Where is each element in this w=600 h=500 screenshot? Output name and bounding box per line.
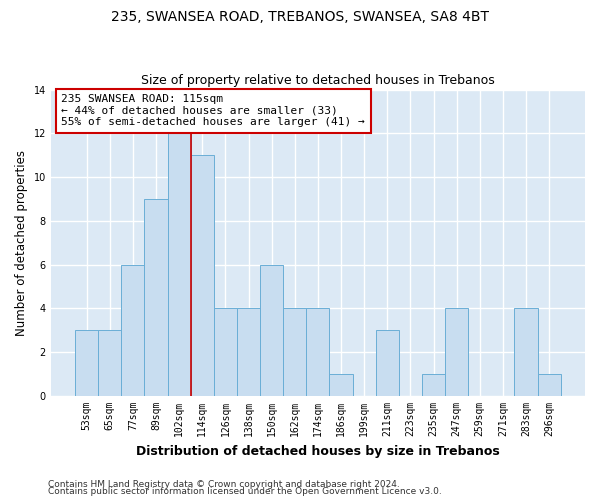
Bar [376,330,399,396]
Bar [307,308,329,396]
Bar [191,155,214,396]
Bar [283,308,307,396]
Bar [75,330,98,396]
Title: Size of property relative to detached houses in Trebanos: Size of property relative to detached ho… [141,74,495,87]
Bar [214,308,237,396]
Bar [237,308,260,396]
Bar [145,199,167,396]
Text: 235, SWANSEA ROAD, TREBANOS, SWANSEA, SA8 4BT: 235, SWANSEA ROAD, TREBANOS, SWANSEA, SA… [111,10,489,24]
Y-axis label: Number of detached properties: Number of detached properties [15,150,28,336]
Text: Contains public sector information licensed under the Open Government Licence v3: Contains public sector information licen… [48,488,442,496]
Bar [538,374,561,396]
X-axis label: Distribution of detached houses by size in Trebanos: Distribution of detached houses by size … [136,444,500,458]
Bar [98,330,121,396]
Bar [167,134,191,396]
Bar [514,308,538,396]
Bar [445,308,468,396]
Bar [260,264,283,396]
Bar [422,374,445,396]
Text: Contains HM Land Registry data © Crown copyright and database right 2024.: Contains HM Land Registry data © Crown c… [48,480,400,489]
Bar [329,374,353,396]
Bar [121,264,145,396]
Text: 235 SWANSEA ROAD: 115sqm
← 44% of detached houses are smaller (33)
55% of semi-d: 235 SWANSEA ROAD: 115sqm ← 44% of detach… [61,94,365,128]
